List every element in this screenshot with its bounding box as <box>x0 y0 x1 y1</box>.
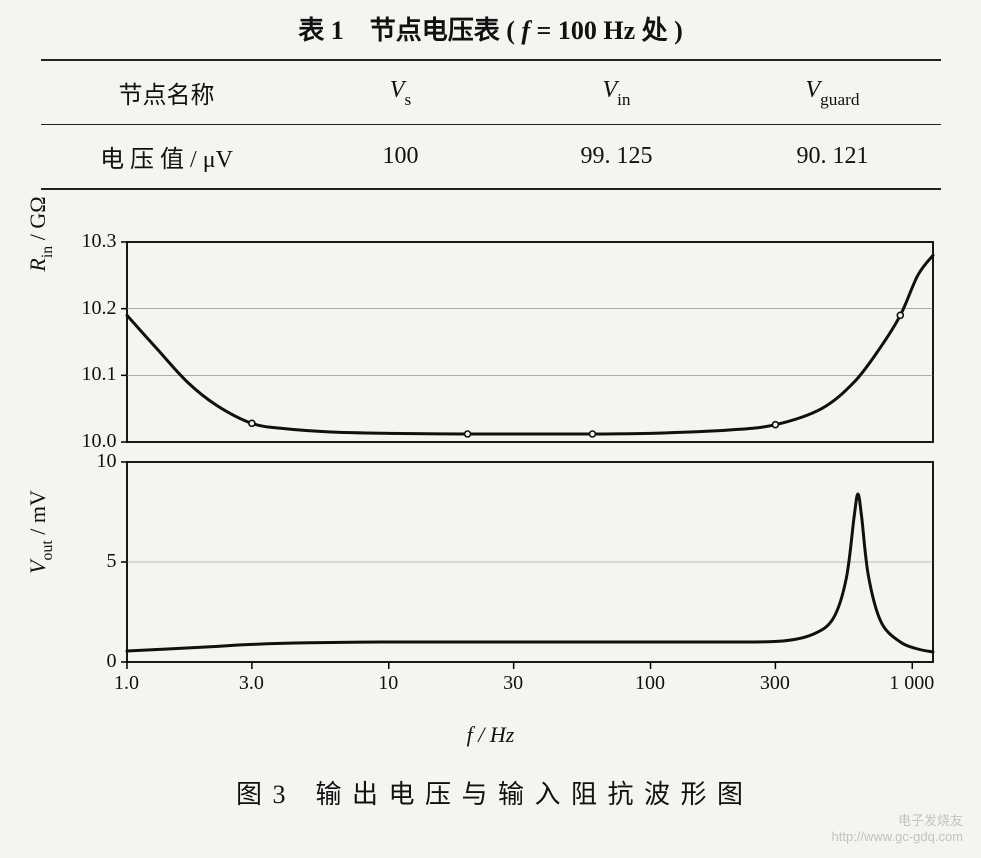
x-tick-label: 1 000 <box>882 672 942 695</box>
header-Vs-sub: s <box>404 90 411 109</box>
header-Vguard-sub: guard <box>820 90 859 109</box>
chart-figure: Rin / GΩ Vout / mV f / Hz 10.010.110.210… <box>31 232 951 752</box>
voltage-table: 节点名称 Vs Vin Vguard 电 压 值 / μV 100 99. 12… <box>41 59 941 190</box>
header-Vin: Vin <box>509 60 725 125</box>
header-Vin-sub: in <box>617 90 630 109</box>
row-label: 电 压 值 / μV <box>41 125 293 190</box>
y-tick-label: 10.1 <box>57 363 117 386</box>
y-tick-label: 10 <box>57 450 117 473</box>
watermark-brand: 电子发烧友 <box>832 810 964 829</box>
header-Vin-sym: V <box>602 77 617 103</box>
xlabel: f / Hz <box>31 722 951 748</box>
header-Vs-sym: V <box>390 77 405 103</box>
caption-var: f <box>521 16 530 45</box>
x-tick-label: 10 <box>358 672 418 695</box>
caption-eq: = <box>530 16 558 45</box>
val-Vs: 100 <box>293 125 509 190</box>
ylabel-Vout: Vout / mV <box>25 462 55 602</box>
ylabel-Rin-sym: R <box>25 258 50 271</box>
x-tick-label: 300 <box>745 672 805 695</box>
header-Vguard-sym: V <box>806 77 821 103</box>
header-Vguard: Vguard <box>725 60 941 125</box>
caption-val: 100 Hz 处 ) <box>558 16 683 45</box>
caption-text-prefix: 表 1 节点电压表 ( <box>298 16 521 45</box>
y-tick-label: 10.2 <box>57 297 117 320</box>
figure-caption: 图 3 输 出 电 压 与 输 入 阻 抗 波 形 图 <box>0 774 981 811</box>
watermark: 电子发烧友 http://www.gc-gdq.com <box>832 810 964 844</box>
table-value-row: 电 压 值 / μV 100 99. 125 90. 121 <box>41 125 941 190</box>
ylabel-Rin: Rin / GΩ <box>25 154 55 314</box>
y-tick-label: 10.3 <box>57 230 117 253</box>
xlabel-text: f / Hz <box>467 722 515 747</box>
x-tick-label: 30 <box>483 672 543 695</box>
ylabel-Vout-unit: / mV <box>25 490 50 540</box>
x-tick-label: 100 <box>620 672 680 695</box>
header-nodename: 节点名称 <box>41 60 293 125</box>
watermark-url: http://www.gc-gdq.com <box>832 829 964 844</box>
val-Vguard: 90. 121 <box>725 125 941 190</box>
ylabel-Vout-sym: V <box>25 560 50 573</box>
ylabel-Rin-unit: / GΩ <box>25 196 50 245</box>
voltage-table-grid: 节点名称 Vs Vin Vguard 电 压 值 / μV 100 99. 12… <box>41 59 941 190</box>
x-tick-label: 1.0 <box>97 672 157 695</box>
y-tick-label: 0 <box>57 650 117 673</box>
ylabel-Rin-sub: in <box>38 246 55 258</box>
header-Vs: Vs <box>293 60 509 125</box>
x-tick-label: 3.0 <box>221 672 281 695</box>
table-caption: 表 1 节点电压表 ( f = 100 Hz 处 ) <box>0 10 981 47</box>
ylabel-Vout-sub: out <box>38 540 55 560</box>
val-Vin: 99. 125 <box>509 125 725 190</box>
table-header-row: 节点名称 Vs Vin Vguard <box>41 60 941 125</box>
y-tick-label: 5 <box>57 550 117 573</box>
